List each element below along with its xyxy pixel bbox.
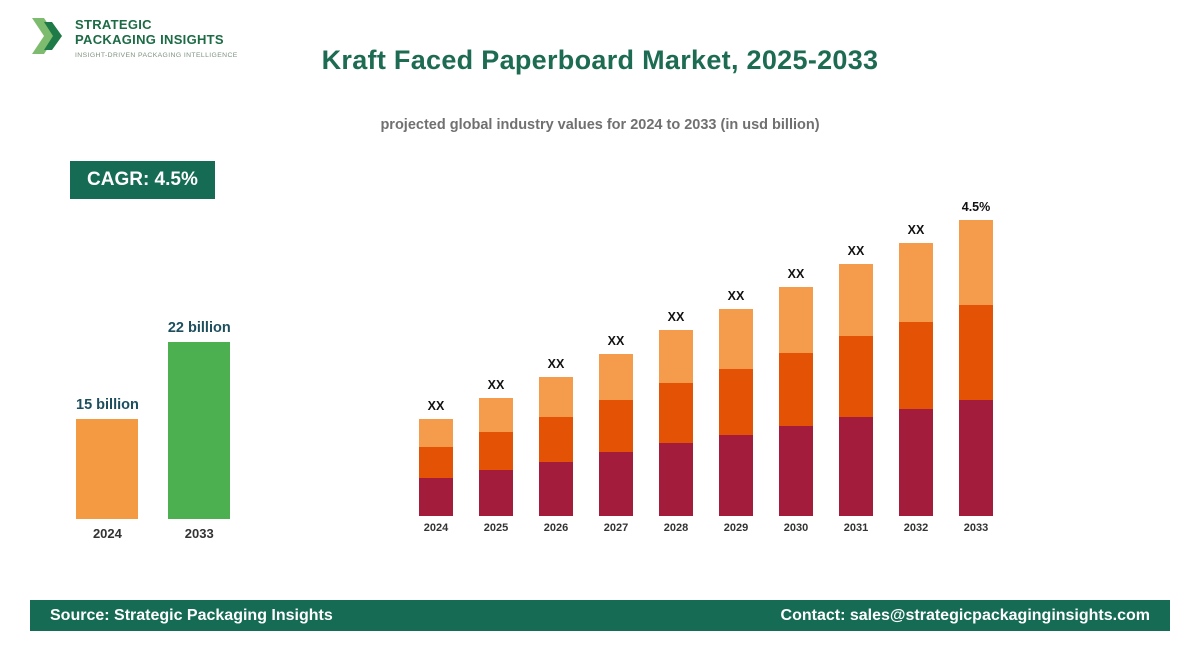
bar (168, 342, 231, 519)
bar-top-label: XX (547, 357, 565, 371)
bar-category-label: 2032 (903, 522, 929, 534)
cagr-badge: CAGR: 4.5% (70, 161, 215, 199)
segment-middle (899, 322, 933, 409)
segment-bottom (899, 409, 933, 516)
segment-bottom (719, 435, 753, 516)
segment-top (659, 330, 693, 383)
bar-category-label: 2031 (843, 522, 869, 534)
segment-middle (479, 432, 513, 470)
bar-category-label: 2025 (483, 522, 509, 534)
stacked-bar-group: XX 2030 (766, 267, 826, 534)
stacked-bar-group: XX 2026 (526, 357, 586, 534)
segment-middle (959, 305, 993, 400)
bar (76, 419, 139, 519)
segment-top (419, 419, 453, 447)
bar-category-label: 2033 (963, 522, 989, 534)
bar-top-label: XX (787, 267, 805, 281)
bar-category-label: 2033 (184, 526, 214, 541)
segment-bottom (959, 400, 993, 516)
bar-category-label: 2024 (423, 522, 449, 534)
stacked-bar-group: XX 2029 (706, 289, 766, 534)
bar-category-label: 2029 (723, 522, 749, 534)
footer-contact: Contact: sales@strategicpackaginginsight… (780, 606, 1150, 624)
mini-bar-chart: 15 billion 2024 22 billion 2033 (76, 320, 231, 541)
brand-logo: STRATEGIC PACKAGING INSIGHTS INSIGHT-DRI… (32, 14, 238, 63)
brand-line1: STRATEGIC (75, 17, 152, 33)
segment-bottom (539, 462, 573, 516)
footer-bar: Source: Strategic Packaging Insights Con… (30, 600, 1170, 631)
segment-top (899, 243, 933, 322)
bar-top-label: 4.5% (961, 200, 991, 214)
segment-bottom (479, 470, 513, 516)
segment-bottom (779, 426, 813, 516)
page-subtitle: projected global industry values for 202… (380, 117, 820, 133)
brand-tagline: INSIGHT-DRIVEN PACKAGING INTELLIGENCE (75, 51, 238, 59)
segment-middle (779, 353, 813, 426)
segment-top (539, 377, 573, 417)
bar-top-label: XX (907, 223, 925, 237)
segment-middle (419, 447, 453, 478)
segment-bottom (839, 417, 873, 516)
bar-category-label: 2027 (603, 522, 629, 534)
segment-middle (719, 369, 753, 435)
segment-middle (659, 383, 693, 443)
segment-bottom (659, 443, 693, 516)
segment-middle (839, 336, 873, 417)
segment-middle (599, 400, 633, 452)
stacked-bar-group: XX 2031 (826, 244, 886, 534)
bar-top-label: XX (607, 334, 625, 348)
bar-value-label: 15 billion (76, 397, 139, 413)
bar-top-label: XX (727, 289, 745, 303)
bar-value-label: 22 billion (167, 320, 231, 336)
bar-category-label: 2030 (783, 522, 809, 534)
bar-category-label: 2024 (92, 526, 122, 541)
stacked-bar-group: XX 2027 (586, 334, 646, 534)
segment-top (719, 309, 753, 369)
brand-text: STRATEGIC PACKAGING INSIGHTS INSIGHT-DRI… (75, 17, 238, 59)
footer-source: Source: Strategic Packaging Insights (50, 606, 333, 624)
segment-top (479, 398, 513, 432)
segment-top (599, 354, 633, 400)
stacked-bar-group: XX 2028 (646, 310, 706, 534)
segment-middle (539, 417, 573, 462)
bar-category-label: 2026 (543, 522, 569, 534)
stacked-bar-group: XX 2024 (406, 399, 466, 534)
segment-bottom (599, 452, 633, 516)
segment-top (779, 287, 813, 353)
stacked-bar-group: 4.5% 2033 (946, 200, 1006, 534)
brand-line2: PACKAGING INSIGHTS (75, 32, 224, 47)
segment-bottom (419, 478, 453, 516)
page-title: Kraft Faced Paperboard Market, 2025-2033 (321, 45, 879, 75)
bar-category-label: 2028 (663, 522, 689, 534)
mini-bar-group: 15 billion 2024 (76, 397, 139, 541)
stacked-bar-group: XX 2025 (466, 378, 526, 534)
bar-top-label: XX (667, 310, 685, 324)
stacked-bar-group: XX 2032 (886, 223, 946, 534)
chevrons-icon (32, 14, 66, 63)
stacked-bar-chart: XX 2024 XX 2025 XX 2026 XX 2027 XX 2028 XX 2029 XX 20… (406, 200, 1006, 534)
bar-top-label: XX (427, 399, 445, 413)
bar-top-label: XX (847, 244, 865, 258)
mini-bar-group: 22 billion 2033 (168, 320, 231, 541)
bar-top-label: XX (487, 378, 505, 392)
segment-top (959, 220, 993, 305)
segment-top (839, 264, 873, 336)
